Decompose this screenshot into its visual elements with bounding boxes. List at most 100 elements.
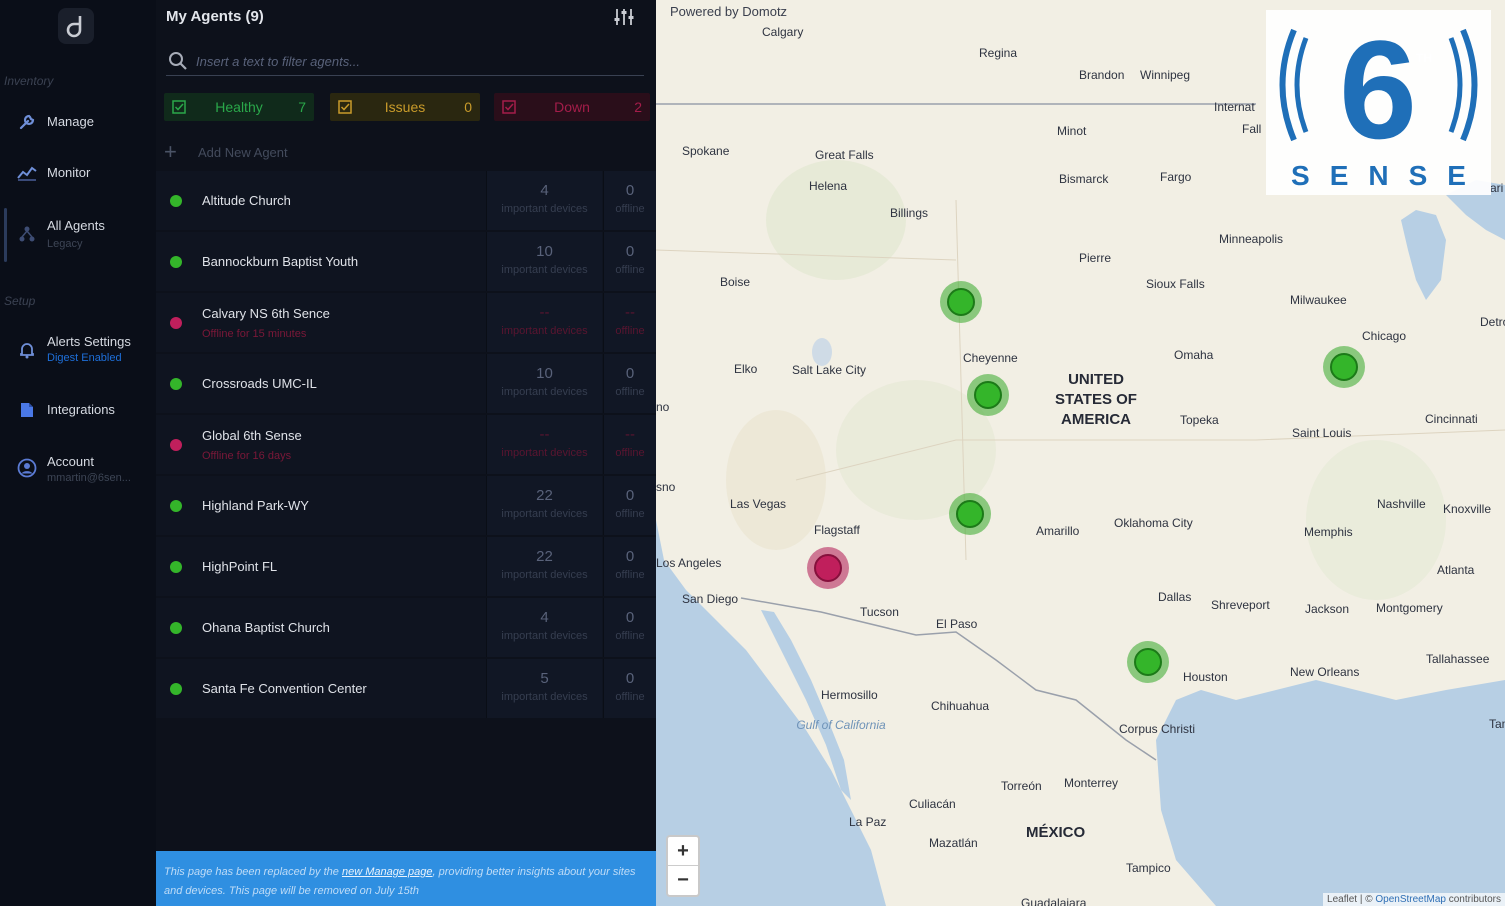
- agent-marker-healthy[interactable]: [949, 493, 991, 535]
- agent-name: Altitude Church: [202, 193, 291, 208]
- agent-marker-healthy[interactable]: [967, 374, 1009, 416]
- zoom-control: + −: [666, 835, 700, 897]
- offline-cell: 0 offline: [603, 476, 656, 535]
- wrench-icon: [17, 112, 37, 132]
- sidebar-item-account[interactable]: Account mmartin@6sen...: [0, 452, 156, 492]
- sidebar-item-integrations[interactable]: Integrations: [0, 400, 156, 424]
- city-label: Regina: [979, 46, 1018, 60]
- city-label: Memphis: [1304, 525, 1353, 539]
- agent-name: Highland Park-WY: [202, 498, 309, 513]
- zoom-out-button[interactable]: −: [677, 869, 689, 891]
- chart-line-icon: [17, 163, 37, 183]
- app-logo[interactable]: [58, 8, 94, 44]
- deprecation-banner: This page has been replaced by the new M…: [156, 851, 656, 906]
- city-label: Great Falls: [815, 148, 874, 162]
- tab-down[interactable]: Down 2: [494, 93, 650, 121]
- important-devices-count: --: [539, 304, 550, 321]
- sidebar-item-label: Monitor: [47, 165, 91, 180]
- city-label: Tampico: [1126, 861, 1171, 875]
- table-row[interactable]: Global 6th Sense Offline for 16 days -- imp…: [156, 415, 656, 474]
- sixth-sense-logo-icon: 6 TH: [1279, 11, 1478, 168]
- agent-name: Calvary NS 6th Sence: [202, 306, 330, 321]
- offline-cell: 0 offline: [603, 659, 656, 718]
- map-view[interactable]: Powered by Domotz Calgary Regina Brandon Wi…: [656, 0, 1505, 906]
- city-label: Internat: [1214, 100, 1255, 114]
- active-item-indicator: [4, 208, 7, 262]
- city-label: Oklahoma City: [1114, 516, 1193, 530]
- agent-name: Ohana Baptist Church: [202, 620, 330, 635]
- status-dot: [170, 439, 182, 451]
- agent-marker-healthy[interactable]: [940, 281, 982, 323]
- osm-link[interactable]: OpenStreetMap: [1375, 894, 1446, 905]
- city-label: Helena: [809, 179, 848, 193]
- banner-text-pre: This page has been replaced by the: [164, 866, 342, 878]
- sidebar-item-monitor[interactable]: Monitor: [0, 163, 156, 187]
- city-label: Houston: [1183, 670, 1228, 684]
- table-row[interactable]: Santa Fe Convention Center 5 important dev…: [156, 659, 656, 718]
- city-label: Amarillo: [1036, 524, 1080, 538]
- status-dot: [170, 378, 182, 390]
- city-label: Corpus Christi: [1119, 722, 1196, 736]
- tab-issues[interactable]: Issues 0: [330, 93, 480, 121]
- sidebar-item-label: Alerts Settings: [47, 334, 131, 349]
- check-square-icon: [338, 100, 352, 117]
- important-devices-label: important devices: [501, 325, 588, 337]
- domotz-logo-icon: [66, 16, 82, 38]
- important-devices-label: important devices: [501, 569, 588, 581]
- zoom-in-button[interactable]: +: [668, 837, 698, 866]
- important-devices-count: 5: [540, 670, 549, 687]
- status-dot: [170, 256, 182, 268]
- city-label: Topeka: [1180, 413, 1219, 427]
- sidebar-item-label: Manage: [47, 114, 94, 129]
- status-dot: [170, 622, 182, 634]
- sidebar-item-label: Account: [47, 454, 94, 469]
- city-label: Jackson: [1305, 602, 1350, 616]
- table-row[interactable]: Altitude Church 4 important devices 0 offlin…: [156, 171, 656, 230]
- filter-settings-button[interactable]: [612, 6, 636, 28]
- offline-count: 0: [625, 365, 635, 382]
- city-label: Nashville: [1377, 497, 1426, 511]
- tab-healthy[interactable]: Healthy 7: [164, 93, 314, 121]
- offline-label: offline: [615, 508, 645, 520]
- city-label: Brandon: [1079, 68, 1125, 82]
- new-manage-page-link[interactable]: new Manage page: [341, 866, 433, 878]
- status-dot: [170, 561, 182, 573]
- offline-count: 0: [625, 548, 635, 565]
- table-row[interactable]: Crossroads UMC-IL 10 important devices 0 off…: [156, 354, 656, 413]
- important-devices-cell: -- important devices: [486, 415, 602, 474]
- city-label: Elko: [734, 362, 758, 376]
- sidebar-item-alerts-settings[interactable]: Alerts Settings Digest Enabled: [0, 332, 156, 372]
- agent-marker-healthy[interactable]: [1127, 641, 1169, 683]
- sidebar-item-sublabel: Digest Enabled: [47, 352, 122, 364]
- sidebar-nav: Inventory Manage Monitor All Agents Lega…: [0, 0, 156, 906]
- table-row[interactable]: HighPoint FL 22 important devices 0 offline: [156, 537, 656, 596]
- network-icon: [17, 224, 37, 244]
- sidebar-item-all-agents[interactable]: All Agents Legacy: [0, 216, 156, 256]
- tab-count: 7: [298, 99, 306, 115]
- agent-marker-healthy[interactable]: [1323, 346, 1365, 388]
- table-row[interactable]: Bannockburn Baptist Youth 10 important dev…: [156, 232, 656, 291]
- city-label: Salt Lake City: [792, 363, 867, 377]
- sidebar-item-label: Integrations: [47, 402, 115, 417]
- important-devices-label: important devices: [501, 508, 588, 520]
- table-row[interactable]: Calvary NS 6th Sence Offline for 15 minut…: [156, 293, 656, 352]
- search-input[interactable]: [196, 50, 636, 72]
- sidebar-item-manage[interactable]: Manage: [0, 112, 156, 136]
- agent-status-text: Offline for 15 minutes: [202, 328, 307, 340]
- city-label: Los Angeles: [656, 556, 722, 570]
- offline-label: offline: [615, 569, 645, 581]
- agent-marker-down[interactable]: [807, 547, 849, 589]
- table-row[interactable]: Highland Park-WY 22 important devices 0 offl…: [156, 476, 656, 535]
- city-label: Calgary: [762, 25, 804, 39]
- banner-text-post: , providing better insights about your s…: [164, 866, 636, 897]
- add-agent-button[interactable]: + Add New Agent: [164, 140, 288, 164]
- city-label: Chicago: [1362, 329, 1407, 343]
- important-devices-cell: -- important devices: [486, 293, 602, 352]
- important-devices-cell: 10 important devices: [486, 354, 602, 413]
- city-label: Guadalajara: [1021, 896, 1087, 906]
- agent-name: HighPoint FL: [202, 559, 278, 574]
- sidebar-item-label: All Agents: [47, 218, 105, 233]
- city-label: Mazatlán: [929, 836, 978, 850]
- table-row[interactable]: Ohana Baptist Church 4 important devices 0 o…: [156, 598, 656, 657]
